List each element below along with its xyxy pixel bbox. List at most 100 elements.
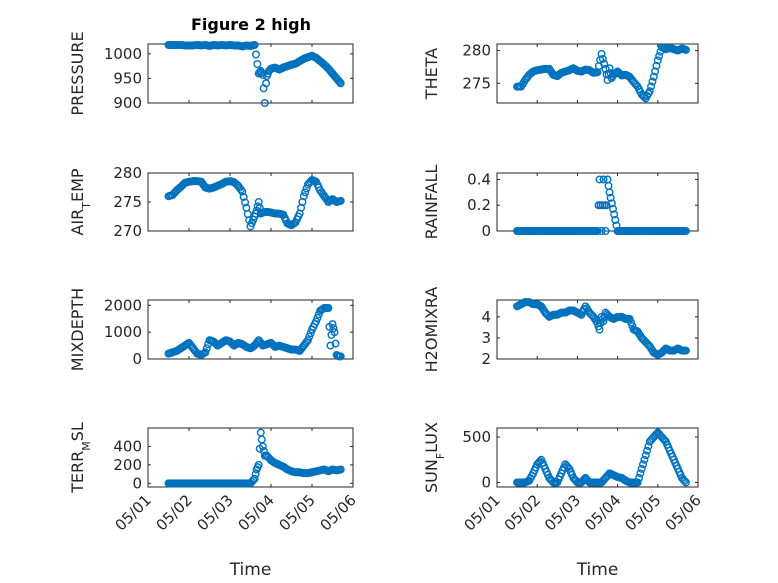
data-point xyxy=(641,451,650,460)
data-point xyxy=(681,226,690,235)
data-point xyxy=(681,346,690,355)
y-axis-label: THETA xyxy=(422,48,441,100)
data-point xyxy=(258,70,267,79)
data-point xyxy=(643,446,652,455)
y-axis-label-part: TERR xyxy=(68,451,87,494)
data-point xyxy=(597,226,606,235)
y-axis-label-part: H2OMIXRA xyxy=(422,287,441,373)
data-point xyxy=(647,82,656,91)
y-tick-label: 280 xyxy=(462,42,491,60)
x-axis-label: Time xyxy=(576,560,619,580)
chart-theta: 275 280 THETA xyxy=(422,42,699,104)
data-point xyxy=(306,329,315,338)
chart-pressure: 900 950 1000 PRESSURE xyxy=(68,31,354,116)
figure-title: Figure 2 high xyxy=(191,15,311,34)
data-point xyxy=(251,470,260,479)
data-point xyxy=(637,464,646,473)
y-tick-label: 950 xyxy=(113,69,142,87)
data-point xyxy=(313,313,322,322)
x-tick-label: 05/03 xyxy=(541,491,584,534)
data-point xyxy=(605,64,614,73)
y-tick-label: 280 xyxy=(113,164,142,182)
data-point xyxy=(653,56,662,65)
chart-mixdepth: 0 1000 2000 MIXDEPTH xyxy=(68,288,354,371)
y-tick-label: 275 xyxy=(462,74,491,92)
y-axis-label-part: LUX xyxy=(422,422,441,453)
data-point xyxy=(299,192,308,201)
y-tick-label: 3 xyxy=(481,329,491,347)
x-tick-label: 05/05 xyxy=(276,491,319,534)
data-point xyxy=(599,317,608,326)
y-axis-label: MIXDEPTH xyxy=(68,288,87,371)
chart-h2omixra: 2 3 4 H2OMIXRA xyxy=(422,287,699,373)
y-tick-label: 2 xyxy=(481,350,491,368)
data-point xyxy=(303,336,312,345)
data-point xyxy=(336,465,345,474)
data-point xyxy=(330,328,339,337)
x-tick-label: 05/03 xyxy=(194,491,237,534)
data-point xyxy=(597,49,606,58)
data-point xyxy=(611,215,620,224)
data-point xyxy=(627,318,636,327)
data-point xyxy=(250,474,259,483)
data-point xyxy=(635,473,644,482)
x-axis-label: Time xyxy=(229,560,272,580)
data-point xyxy=(239,192,248,201)
data-point xyxy=(201,348,210,357)
data-point xyxy=(336,196,345,205)
data-point xyxy=(610,210,619,219)
y-tick-label: 900 xyxy=(113,94,142,112)
data-point xyxy=(336,79,345,88)
data-point xyxy=(652,61,661,70)
data-point xyxy=(251,50,260,59)
y-axis-label: SUNFLUX xyxy=(422,422,447,493)
data-point xyxy=(648,77,657,86)
y-tick-label: 0 xyxy=(481,473,491,491)
data-point xyxy=(253,59,262,68)
data-point xyxy=(202,344,211,353)
data-point xyxy=(605,188,614,197)
data-point xyxy=(238,187,247,196)
data-point xyxy=(326,341,335,350)
data-point xyxy=(681,45,690,54)
data-point xyxy=(645,87,654,96)
data-point xyxy=(655,52,664,61)
y-tick-label: 270 xyxy=(113,222,142,240)
x-tick-label: 05/04 xyxy=(581,491,624,534)
y-tick-label: 275 xyxy=(113,193,142,211)
data-point xyxy=(262,79,271,88)
y-axis-label: TERRMSL xyxy=(68,422,93,494)
y-axis-label-part: MIXDEPTH xyxy=(68,288,87,371)
data-point xyxy=(602,201,611,210)
y-axis-label-part: AIR xyxy=(68,209,87,236)
data-point xyxy=(336,352,345,361)
data-point xyxy=(639,460,648,469)
y-axis-label-part: THETA xyxy=(422,48,441,100)
axes-frame xyxy=(147,43,354,104)
x-tick-label: 05/04 xyxy=(235,491,278,534)
y-axis-label-subscript: F xyxy=(434,453,447,459)
y-tick-label: 0.2 xyxy=(467,196,491,214)
data-point xyxy=(258,442,267,451)
y-axis-label-subscript: M xyxy=(80,441,93,451)
y-tick-label: 0 xyxy=(481,222,491,240)
x-tick-label: 05/01 xyxy=(112,491,155,534)
data-point xyxy=(250,40,259,49)
data-point xyxy=(609,204,618,213)
y-tick-label: 2000 xyxy=(104,296,142,314)
x-tick-label: 05/02 xyxy=(153,491,196,534)
axes-frame xyxy=(147,427,354,488)
data-point xyxy=(301,188,310,197)
data-point xyxy=(328,320,337,329)
x-tick-label: 05/06 xyxy=(662,491,705,534)
y-tick-label: 0 xyxy=(132,350,142,368)
data-point xyxy=(236,185,245,194)
y-tick-label: 4 xyxy=(481,308,491,326)
y-axis-label-subscript: T xyxy=(80,202,93,210)
data-point xyxy=(599,175,608,184)
data-point xyxy=(600,59,609,68)
y-axis-label: RAINFALL xyxy=(422,165,441,240)
